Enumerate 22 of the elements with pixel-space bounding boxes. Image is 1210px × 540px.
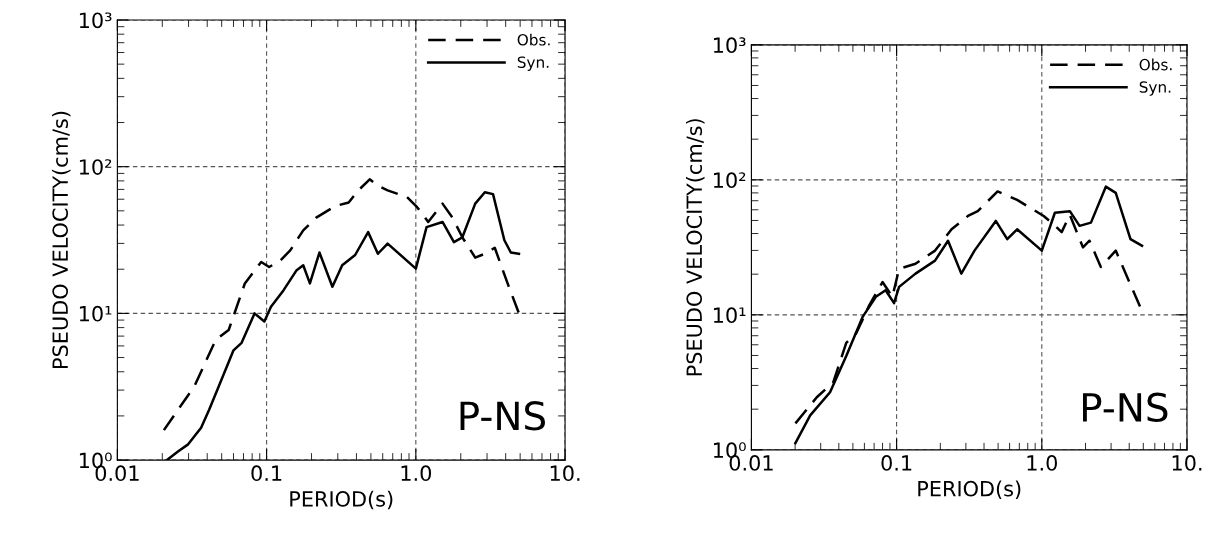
x-tick-label: 1.0 [1027, 455, 1057, 471]
y-tick-label: 10² [713, 172, 746, 189]
legend-label: Syn. [1139, 81, 1171, 96]
y-axis-title: PSEUDO VELOCITY(cm/s) [685, 119, 705, 376]
y-tick-label: 10² [79, 159, 112, 175]
legend-label: Obs. [1139, 58, 1172, 71]
y-tick-label: 10¹ [79, 305, 112, 322]
legend-label: Syn. [517, 56, 549, 71]
y-tick-label: 10³ [79, 12, 112, 29]
x-tick-label: 10. [1172, 455, 1202, 471]
y-tick-label: 10³ [713, 37, 746, 54]
x-axis-title: PERIOD(s) [918, 480, 1021, 499]
annotation: P-NS [460, 401, 545, 431]
annotation: P-NS [1083, 392, 1168, 423]
x-tick-label: 10. [550, 465, 580, 482]
y-tick-label: 10¹ [713, 307, 746, 324]
x-axis-title: PERIOD(s) [290, 490, 393, 510]
x-tick-label: 0.1 [881, 455, 912, 471]
legend-label: Obs. [517, 33, 550, 46]
x-tick-label: 0.1 [251, 465, 282, 482]
y-axis-title: PSEUDO VELOCITY(cm/s) [51, 111, 71, 368]
x-tick-label: 1.0 [401, 465, 432, 482]
